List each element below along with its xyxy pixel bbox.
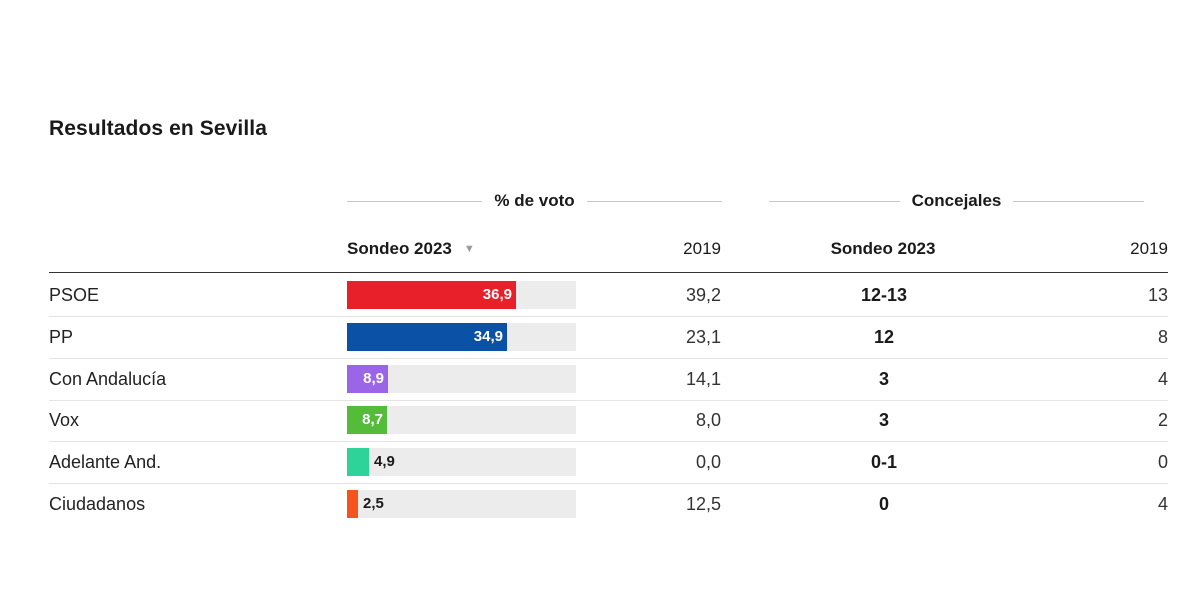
table-row: PP 34,9 23,1 12 8 — [49, 316, 1168, 359]
party-name: PSOE — [49, 285, 100, 305]
vote-bar-track: 2,5 — [347, 490, 576, 518]
vote-bar — [347, 406, 387, 435]
vote-bar-track: 8,7 — [347, 406, 576, 435]
vote-2019-value: 23,1 — [685, 326, 721, 347]
sort-down-icon[interactable]: ▼ — [463, 243, 475, 255]
prev-column-header[interactable]: 2019 — [683, 239, 721, 258]
party-name: Adelante And. — [49, 452, 162, 473]
seats-2023-value: 12-13 — [860, 285, 908, 305]
seats-group-header: Concejales — [769, 190, 1145, 212]
seats-2019-value: 2 — [1157, 410, 1168, 431]
seats-group-rule-right — [1013, 200, 1145, 202]
seats-2023-value: 0-1 — [870, 452, 897, 473]
seats-2023-value: 12 — [873, 326, 895, 347]
vote-2019-value: 39,2 — [685, 285, 721, 305]
vote-bar — [347, 322, 507, 351]
seats-2019-value: 0 — [1157, 452, 1168, 473]
vote-group-label: % de voto — [494, 191, 575, 210]
vote-bar-track: 34,9 — [347, 322, 576, 351]
vote-bar-track: 4,9 — [347, 448, 576, 477]
vote-bar-track: 8,9 — [347, 364, 576, 393]
table-row: Ciudadanos 2,5 12,5 0 4 — [49, 483, 1168, 525]
seats-2023-value: 3 — [878, 410, 889, 431]
vote-bar — [347, 448, 369, 477]
party-name: Con Andalucía — [49, 368, 167, 389]
vote-bar-label: 2,5 — [363, 495, 384, 512]
survey-column-label: Sondeo 2023 — [347, 239, 452, 258]
seats-survey-column-header[interactable]: Sondeo 2023 — [830, 239, 936, 258]
vote-2019-value: 14,1 — [685, 368, 721, 389]
seats-2019-value: 8 — [1157, 326, 1168, 347]
seats-2023-value: 0 — [878, 494, 889, 514]
party-name: Vox — [49, 410, 80, 431]
vote-bar-label: 34,9 — [473, 327, 503, 345]
vote-bar-label: 4,9 — [374, 453, 395, 471]
table-row: PSOE 36,9 39,2 12-13 13 — [49, 274, 1168, 317]
survey-column-header[interactable]: Sondeo 2023 ▼ — [347, 238, 475, 260]
header-divider — [49, 272, 1168, 273]
seats-2023-value: 3 — [878, 368, 889, 389]
vote-bar — [347, 281, 516, 309]
seats-2019-value: 4 — [1157, 494, 1168, 514]
table-row: Adelante And. 4,9 0,0 0-1 0 — [49, 441, 1168, 485]
vote-bar-track: 36,9 — [347, 281, 576, 309]
seats-2019-value: 13 — [1147, 285, 1168, 305]
table-row: Con Andalucía 8,9 14,1 3 4 — [49, 358, 1168, 401]
seats-group-rule-left — [769, 200, 900, 202]
vote-2019-value: 12,5 — [685, 494, 721, 514]
vote-group-rule-left — [347, 200, 483, 202]
vote-bar — [347, 364, 388, 393]
vote-2019-value: 0,0 — [695, 452, 721, 473]
seats-prev-column-header[interactable]: 2019 — [1130, 239, 1168, 258]
vote-2019-value: 8,0 — [695, 410, 721, 431]
seats-2019-value: 4 — [1157, 368, 1168, 389]
vote-bar-label: 8,9 — [363, 369, 384, 387]
table-row: Vox 8,7 8,0 3 2 — [49, 399, 1168, 443]
party-name: PP — [49, 326, 74, 347]
vote-bar-label: 36,9 — [482, 286, 512, 303]
vote-bar-label: 8,7 — [362, 411, 383, 429]
chart-title: Resultados en Sevilla — [49, 117, 268, 140]
party-name: Ciudadanos — [49, 494, 146, 514]
vote-group-header: % de voto — [347, 190, 723, 212]
vote-group-rule-right — [586, 200, 723, 202]
vote-bar — [347, 490, 358, 518]
seats-group-label: Concejales — [911, 191, 1002, 210]
